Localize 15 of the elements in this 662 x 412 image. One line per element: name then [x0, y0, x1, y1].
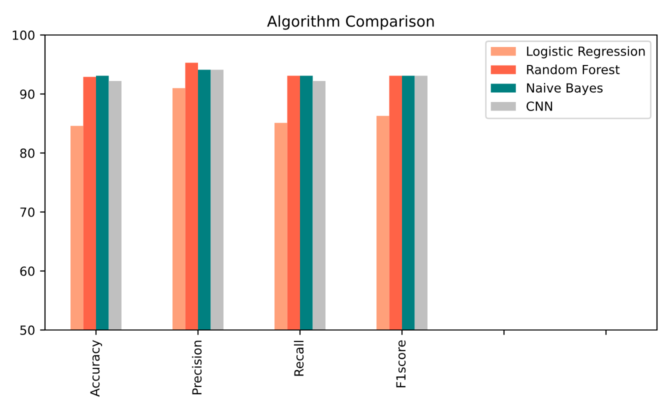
- y-tick-label: 70: [20, 207, 34, 217]
- legend-label: CNN: [526, 102, 552, 111]
- y-tick-label: 50: [20, 325, 34, 335]
- y-tick-label: 80: [20, 148, 34, 158]
- y-tick-label: 100: [12, 30, 34, 40]
- y-tick-label: 90: [20, 89, 34, 99]
- x-tick-label: Precision: [192, 340, 202, 394]
- x-tick-label: Accuracy: [90, 340, 102, 397]
- legend-label: Logistic Regression: [527, 46, 645, 58]
- chart-title: Algorithm Comparison: [267, 15, 434, 30]
- y-tick-label: 60: [20, 266, 34, 276]
- x-tick-label: Recall: [294, 340, 304, 376]
- legend-label: Random Forest: [527, 64, 620, 74]
- x-tick-label: F1score: [396, 340, 406, 388]
- legend-label: Naive Bayes: [527, 82, 603, 96]
